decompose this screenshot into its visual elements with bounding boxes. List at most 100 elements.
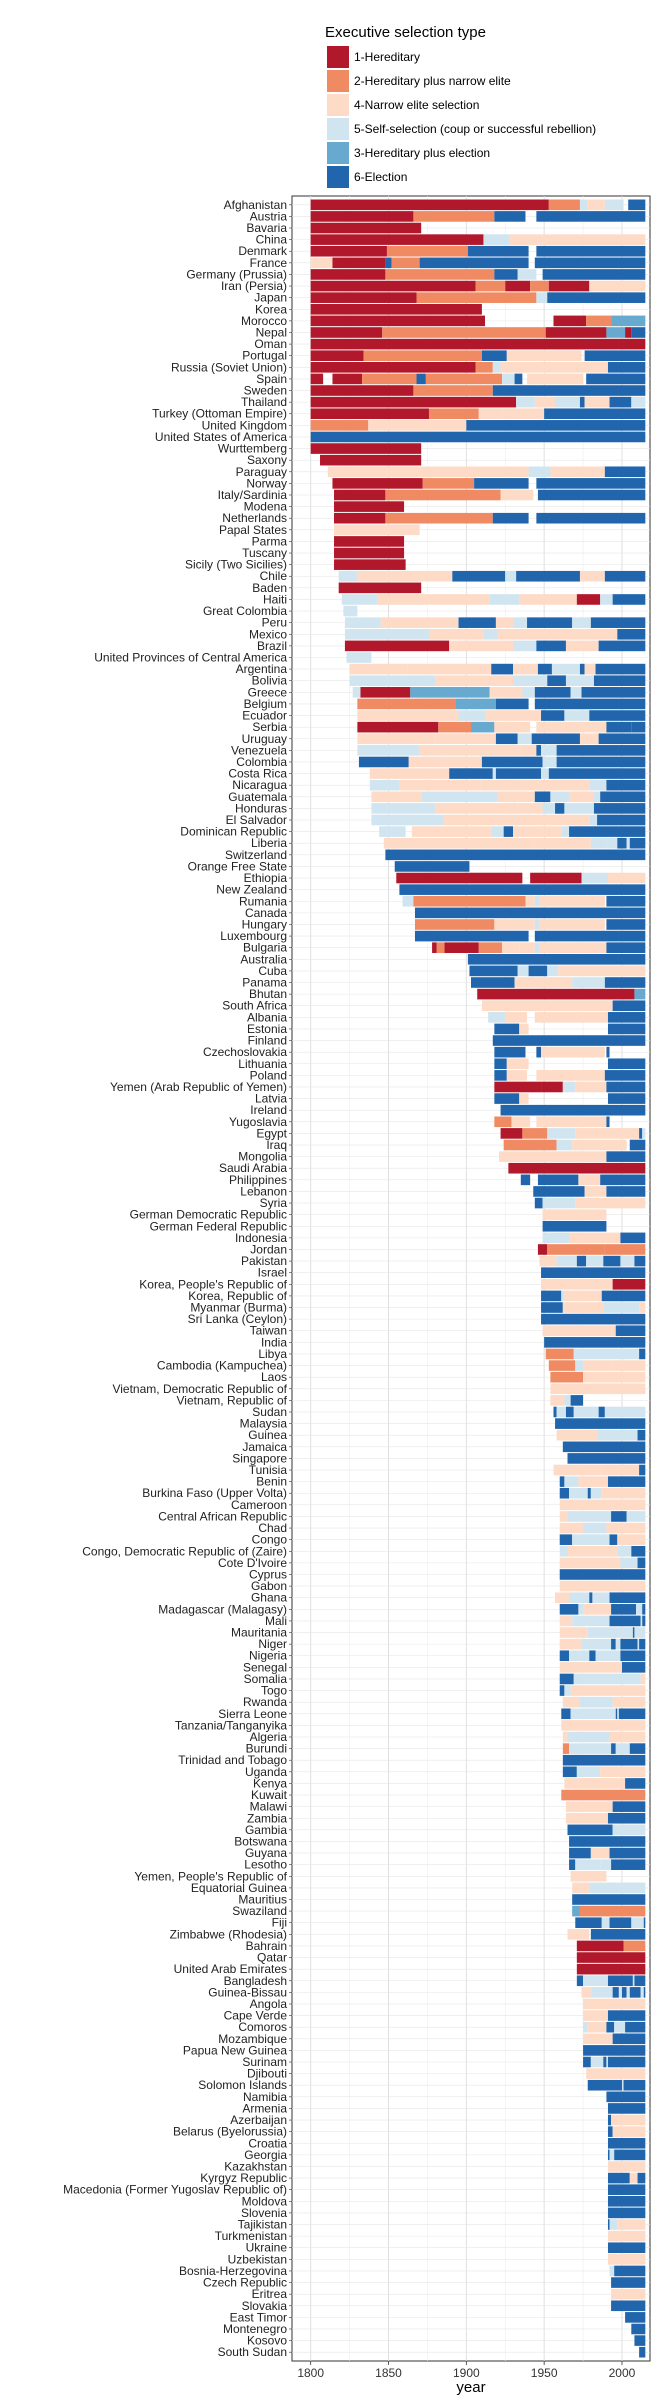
bar-segment	[506, 350, 582, 362]
bar-segment	[516, 570, 580, 582]
bar-segment	[534, 396, 556, 408]
country-row	[541, 1302, 646, 1313]
bar-segment	[581, 872, 608, 884]
country-label: Myanmar (Burma)	[190, 1301, 287, 1315]
bar-segment	[528, 965, 548, 977]
bar-segment	[614, 2149, 646, 2161]
country-row	[492, 1035, 646, 1046]
bar-segment	[503, 1139, 557, 1151]
country-row	[559, 1604, 646, 1615]
bar-segment	[617, 1708, 619, 1720]
legend-label-E: 6-Election	[354, 170, 407, 184]
country-row	[572, 1894, 646, 1905]
bar-segment	[467, 953, 646, 965]
bar-segment	[586, 2068, 646, 2079]
country-row	[310, 396, 646, 408]
bar-segment	[623, 2079, 646, 2091]
country-label: Eritrea	[252, 2287, 288, 2301]
bar-segment	[466, 420, 646, 431]
legend: Executive selection type 1-Hereditary 2-H…	[325, 24, 596, 188]
country-label: Comoros	[238, 2020, 287, 2034]
country-label: Angola	[250, 1997, 288, 2011]
country-label: Sicily (Two Sicilies)	[185, 558, 287, 572]
bar-segment	[334, 559, 406, 570]
bar-segment	[639, 1128, 643, 1139]
country-row	[310, 245, 646, 257]
bar-segment	[626, 1511, 646, 1522]
bar-segment	[513, 640, 537, 652]
country-label: Czechoslovakia	[203, 1045, 287, 1059]
bar-segment	[534, 687, 571, 698]
country-label: Belgium	[244, 697, 287, 711]
bar-segment	[572, 1139, 627, 1151]
country-label: Morocco	[241, 314, 287, 328]
bar-segment	[519, 1023, 529, 1035]
bar-segment	[578, 1604, 584, 1615]
bar-segment	[334, 547, 405, 559]
bar-segment	[539, 919, 605, 930]
bar-segment	[534, 895, 540, 907]
bar-segment	[606, 1186, 646, 1197]
bar-segment	[550, 466, 605, 478]
country-label: Zambia	[247, 1811, 287, 1825]
country-row	[559, 1499, 646, 1511]
bar-segment	[607, 2230, 646, 2242]
bar-segment	[559, 1627, 588, 1638]
bar-segment	[607, 2056, 646, 2068]
bar-segment	[559, 1499, 646, 1511]
bar-segment	[570, 1395, 584, 1406]
bar-segment	[551, 663, 580, 675]
country-label: Liberia	[251, 836, 287, 850]
bar-segment	[609, 2219, 618, 2230]
bar-segment	[541, 710, 565, 721]
bar-segment	[483, 234, 510, 245]
bar-segment	[609, 1731, 646, 1743]
bar-segment	[612, 1824, 646, 1836]
bar-segment	[609, 1592, 646, 1604]
bar-segment	[310, 245, 387, 257]
bar-segment	[558, 965, 646, 977]
country-label: Bolivia	[252, 674, 288, 688]
bar-segment	[491, 826, 504, 837]
bar-segment	[639, 1638, 646, 1650]
bar-segment	[612, 1000, 646, 1012]
bar-segment	[399, 779, 481, 791]
country-row	[576, 1940, 646, 1952]
country-label: United Kingdom	[202, 418, 287, 432]
country-label: United States of America	[155, 430, 287, 444]
legend-swatch-N	[327, 70, 349, 92]
bar-segment	[606, 2021, 615, 2033]
bar-segment	[604, 466, 646, 478]
country-row	[541, 1267, 646, 1278]
country-row	[477, 988, 646, 1000]
bar-segment	[561, 1789, 646, 1801]
bar-segment	[611, 1859, 646, 1870]
bar-segment	[614, 2265, 646, 2277]
bar-segment	[539, 1255, 557, 1267]
country-row	[471, 977, 646, 988]
country-row	[576, 1975, 646, 1987]
bar-segment	[569, 1650, 590, 1662]
country-row	[469, 965, 646, 977]
legend-label-W: 4-Narrow elite selection	[354, 98, 479, 112]
country-label: Armenia	[242, 2101, 287, 2115]
bar-segment	[597, 814, 646, 826]
country-row	[358, 756, 646, 768]
country-row	[607, 2184, 646, 2195]
bar-segment	[642, 1128, 646, 1139]
bar-segment	[589, 814, 598, 826]
country-row	[611, 2288, 646, 2300]
bar-segment	[556, 1406, 566, 1418]
bar-segment	[611, 315, 646, 327]
country-label: Lesotho	[244, 1858, 287, 1872]
country-row	[394, 861, 470, 872]
bar-segment	[334, 501, 405, 512]
country-label: Bangladesh	[224, 1974, 287, 1988]
country-row	[607, 2254, 646, 2265]
bar-segment	[564, 1290, 602, 1302]
bar-segment	[505, 570, 517, 582]
bar-segment	[612, 1801, 646, 1812]
country-label: Burundi	[246, 1742, 287, 1756]
bar-segment	[570, 1708, 616, 1720]
bar-segment	[589, 1650, 596, 1662]
